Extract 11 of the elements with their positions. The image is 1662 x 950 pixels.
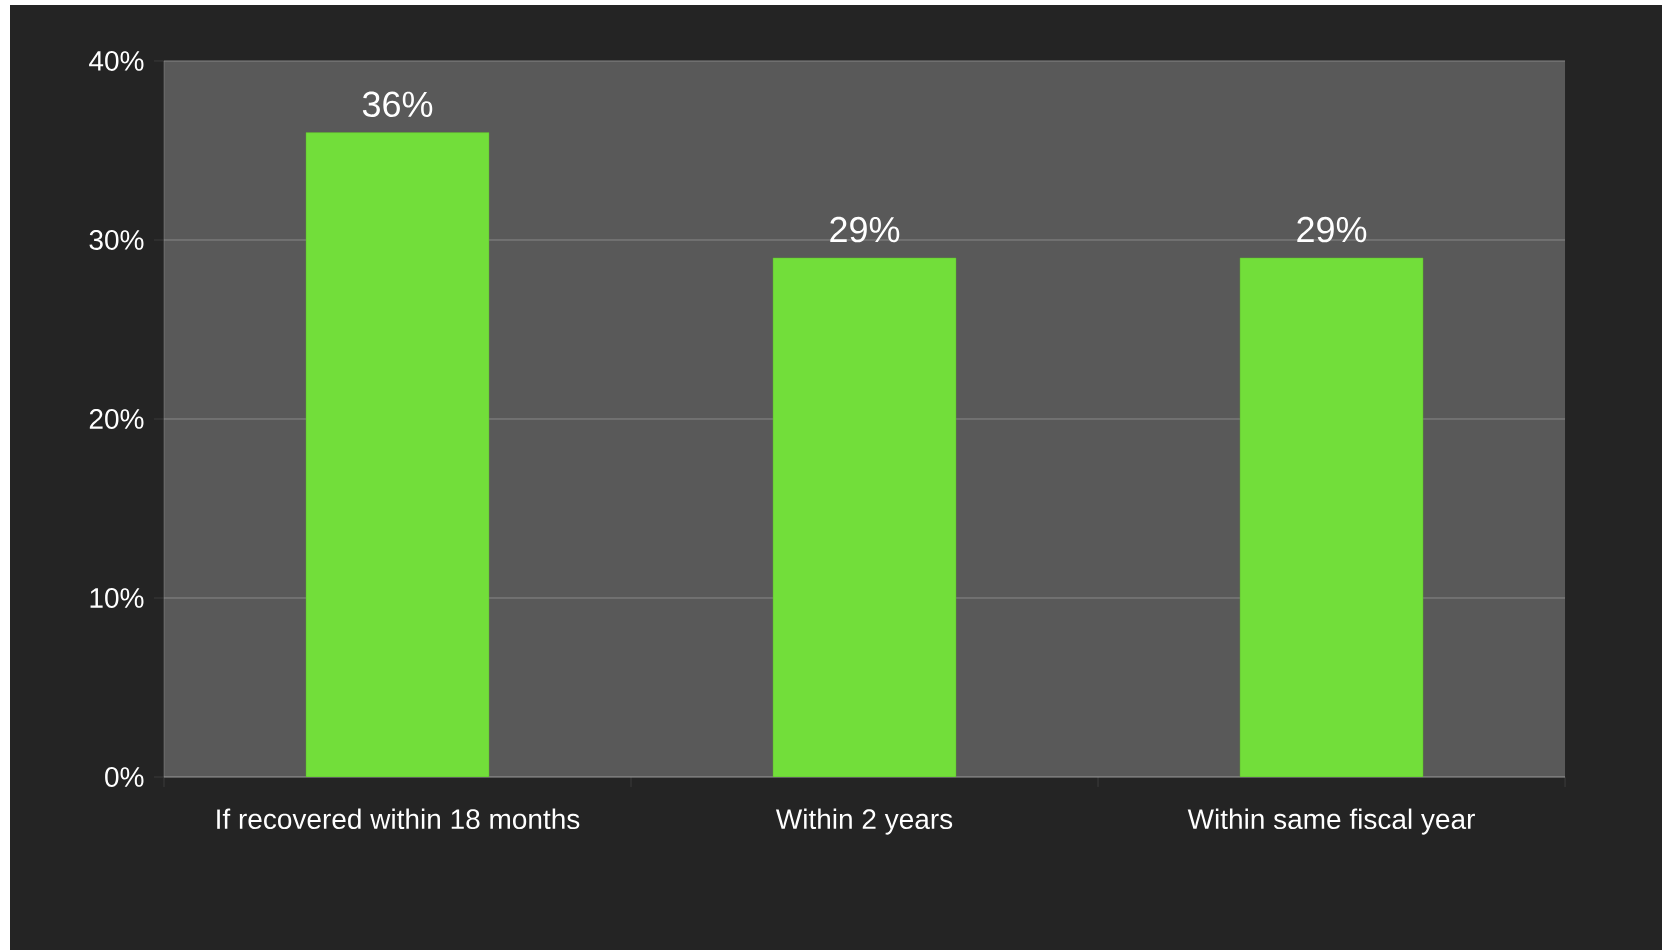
x-tick-label: If recovered within 18 months (217, 808, 580, 830)
y-tick-label: 20% (89, 409, 144, 429)
y-tick-label: 0% (105, 767, 144, 787)
x-tick-label: Within same fiscal year (1187, 808, 1475, 835)
y-tick-label: 30% (89, 230, 144, 250)
data-label: 29% (830, 216, 900, 243)
y-tick-label: 10% (90, 588, 144, 608)
data-label: 29% (1297, 216, 1367, 243)
data-label: 36% (362, 91, 433, 118)
y-tick-label: 40% (89, 51, 144, 71)
x-tick-label: Within 2 years (775, 808, 953, 835)
